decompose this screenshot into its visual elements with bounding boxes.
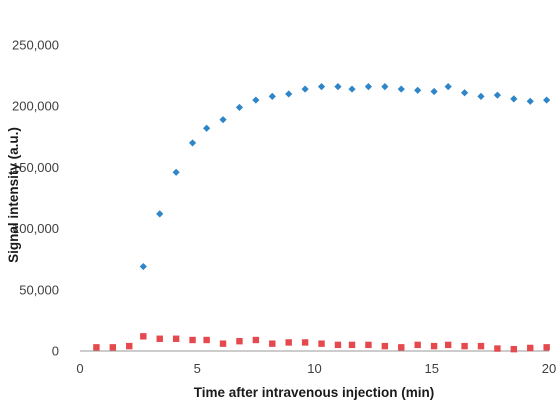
diamond-point [188, 139, 197, 147]
square-point [156, 335, 163, 342]
x-tick-label: 0 [76, 361, 83, 376]
y-tick-label: 200,000 [12, 99, 59, 114]
square-point [189, 336, 196, 344]
series-2 [93, 333, 550, 353]
diamond-point [444, 83, 452, 91]
diamond-point [348, 85, 356, 93]
diamond-point [203, 124, 211, 132]
square-point [348, 341, 356, 349]
diamond-point [414, 86, 422, 94]
diamond-point [285, 90, 293, 98]
x-tick-label: 5 [194, 361, 201, 376]
square-point [301, 339, 309, 346]
square-point [381, 342, 389, 350]
square-point [203, 336, 210, 344]
square-point [461, 342, 468, 350]
diamond-point [334, 83, 342, 91]
diamond-point [526, 97, 534, 105]
square-point [477, 342, 485, 350]
square-point [398, 344, 405, 351]
series-1 [139, 83, 551, 271]
square-point [252, 336, 260, 344]
square-point [444, 341, 452, 349]
diamond-point [510, 95, 518, 103]
diamond-point [301, 85, 309, 93]
square-point [543, 344, 550, 351]
diamond-point [172, 168, 180, 176]
diamond-point [139, 262, 147, 271]
square-point [109, 344, 117, 351]
diamond-point [317, 83, 326, 91]
diamond-point [397, 85, 405, 93]
diamond-point [381, 83, 389, 91]
y-axis-title: Signal intensity (a.u.) [6, 127, 21, 263]
square-point [172, 335, 180, 342]
diamond-point [543, 96, 551, 104]
square-point [510, 345, 518, 353]
square-point [93, 344, 100, 351]
square-point [140, 333, 147, 340]
y-tick-label: 100,000 [12, 221, 59, 236]
diamond-point [235, 103, 244, 112]
diamond-point [252, 96, 260, 104]
square-point [527, 344, 534, 352]
x-tick-label: 10 [307, 361, 321, 376]
x-tick-label: 15 [425, 361, 439, 376]
y-tick-label: 250,000 [12, 38, 59, 53]
square-point [269, 340, 276, 347]
square-point [126, 342, 133, 350]
diamond-point [364, 83, 373, 91]
square-point [318, 340, 325, 347]
x-tick-label: 20 [542, 361, 556, 376]
y-tick-label: 0 [52, 344, 59, 359]
square-point [365, 341, 372, 349]
y-tick-labels: 0 50,000 100,000 150,000 200,000 250,000 [12, 38, 59, 359]
y-tick-label: 150,000 [12, 160, 59, 175]
diamond-point [493, 91, 502, 99]
diamond-point [219, 116, 227, 124]
x-axis-title: Time after intravenous injection (min) [194, 385, 435, 400]
diamond-point [156, 210, 164, 218]
x-tick-labels: 0 5 10 15 20 [76, 361, 556, 376]
diamond-point [477, 92, 485, 101]
square-point [414, 341, 421, 349]
square-point [236, 338, 243, 345]
square-point [219, 340, 227, 347]
square-point [285, 339, 292, 346]
diamond-point [268, 92, 276, 101]
diamond-point [460, 89, 469, 97]
y-tick-label: 50,000 [19, 282, 59, 297]
square-point [494, 345, 501, 352]
diamond-point [430, 87, 438, 96]
data-points [93, 83, 551, 353]
square-point [334, 341, 342, 349]
square-point [430, 342, 438, 350]
